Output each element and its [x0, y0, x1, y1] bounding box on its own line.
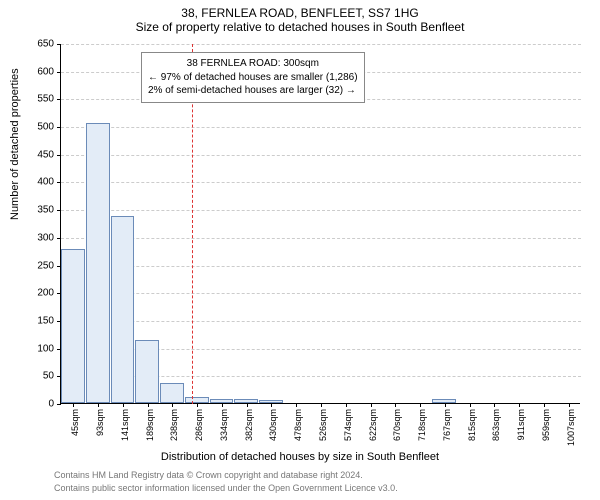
x-axis-label: Distribution of detached houses by size …: [0, 451, 600, 463]
ytick-label: 500: [24, 122, 54, 133]
ytick-mark: [57, 238, 61, 239]
xtick-label: 238sqm: [169, 409, 179, 441]
gridline: [61, 238, 581, 239]
ytick-label: 50: [24, 371, 54, 382]
ytick-label: 200: [24, 288, 54, 299]
gridline: [61, 182, 581, 183]
xtick-label: 670sqm: [392, 409, 402, 441]
plot-region: 45sqm93sqm141sqm189sqm238sqm286sqm334sqm…: [60, 44, 580, 404]
ytick-mark: [57, 155, 61, 156]
xtick-mark: [271, 403, 272, 407]
footer-line-1: Contains HM Land Registry data © Crown c…: [54, 470, 363, 480]
xtick-label: 815sqm: [467, 409, 477, 441]
xtick-mark: [470, 403, 471, 407]
gridline: [61, 155, 581, 156]
chart-subtitle: Size of property relative to detached ho…: [0, 20, 600, 38]
annotation-line1: 38 FERNLEA ROAD: 300sqm: [148, 57, 358, 71]
histogram-bar: [111, 216, 135, 403]
ytick-label: 400: [24, 177, 54, 188]
xtick-label: 45sqm: [70, 409, 80, 436]
xtick-label: 959sqm: [541, 409, 551, 441]
xtick-label: 430sqm: [268, 409, 278, 441]
ytick-mark: [57, 182, 61, 183]
gridline: [61, 44, 581, 45]
xtick-label: 911sqm: [516, 409, 526, 440]
xtick-label: 334sqm: [219, 409, 229, 441]
gridline: [61, 210, 581, 211]
xtick-mark: [98, 403, 99, 407]
histogram-bar: [86, 123, 110, 403]
xtick-label: 141sqm: [120, 409, 130, 441]
xtick-mark: [544, 403, 545, 407]
xtick-label: 767sqm: [442, 409, 452, 441]
gridline: [61, 293, 581, 294]
ytick-label: 250: [24, 260, 54, 271]
xtick-mark: [494, 403, 495, 407]
footer-line-2: Contains public sector information licen…: [54, 483, 398, 493]
chart-title: 38, FERNLEA ROAD, BENFLEET, SS7 1HG: [0, 0, 600, 20]
y-axis-label: Number of detached properties: [9, 68, 21, 220]
xtick-label: 93sqm: [95, 409, 105, 436]
xtick-label: 382sqm: [244, 409, 254, 441]
histogram-bar: [135, 340, 159, 403]
xtick-mark: [445, 403, 446, 407]
xtick-mark: [519, 403, 520, 407]
ytick-mark: [57, 44, 61, 45]
xtick-mark: [371, 403, 372, 407]
xtick-mark: [148, 403, 149, 407]
histogram-bar: [61, 249, 85, 403]
xtick-mark: [296, 403, 297, 407]
ytick-label: 350: [24, 205, 54, 216]
ytick-label: 300: [24, 232, 54, 243]
ytick-mark: [57, 210, 61, 211]
xtick-mark: [123, 403, 124, 407]
xtick-label: 526sqm: [318, 409, 328, 441]
xtick-mark: [222, 403, 223, 407]
xtick-mark: [247, 403, 248, 407]
ytick-label: 100: [24, 343, 54, 354]
xtick-mark: [321, 403, 322, 407]
xtick-label: 622sqm: [368, 409, 378, 441]
ytick-label: 550: [24, 94, 54, 105]
gridline: [61, 266, 581, 267]
xtick-label: 574sqm: [343, 409, 353, 441]
xtick-label: 478sqm: [293, 409, 303, 441]
xtick-mark: [172, 403, 173, 407]
ytick-label: 600: [24, 66, 54, 77]
annotation-line2: ← 97% of detached houses are smaller (1,…: [148, 71, 358, 85]
ytick-mark: [57, 404, 61, 405]
annotation-box: 38 FERNLEA ROAD: 300sqm ← 97% of detache…: [141, 52, 365, 103]
ytick-mark: [57, 127, 61, 128]
xtick-label: 718sqm: [417, 409, 427, 441]
ytick-mark: [57, 99, 61, 100]
histogram-bar: [160, 383, 184, 403]
xtick-mark: [346, 403, 347, 407]
gridline: [61, 127, 581, 128]
gridline: [61, 321, 581, 322]
xtick-mark: [197, 403, 198, 407]
xtick-label: 189sqm: [145, 409, 155, 441]
ytick-mark: [57, 72, 61, 73]
xtick-mark: [569, 403, 570, 407]
chart-plot-area: 45sqm93sqm141sqm189sqm238sqm286sqm334sqm…: [60, 44, 580, 404]
xtick-label: 286sqm: [194, 409, 204, 441]
ytick-label: 650: [24, 39, 54, 50]
ytick-label: 0: [24, 399, 54, 410]
xtick-label: 1007sqm: [566, 409, 576, 446]
xtick-mark: [420, 403, 421, 407]
annotation-line3: 2% of semi-detached houses are larger (3…: [148, 84, 358, 98]
ytick-label: 150: [24, 315, 54, 326]
xtick-mark: [73, 403, 74, 407]
xtick-label: 863sqm: [491, 409, 501, 441]
xtick-mark: [395, 403, 396, 407]
ytick-label: 450: [24, 149, 54, 160]
